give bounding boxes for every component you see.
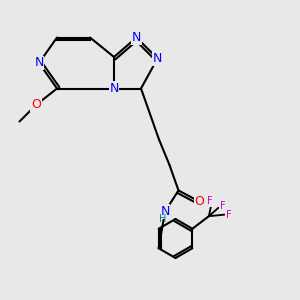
Text: N: N xyxy=(160,205,170,218)
Text: F: F xyxy=(226,210,231,220)
Text: N: N xyxy=(109,82,119,95)
Text: N: N xyxy=(153,52,162,65)
Text: N: N xyxy=(34,56,44,70)
Text: F: F xyxy=(220,201,225,211)
Text: F: F xyxy=(207,196,213,206)
Text: H: H xyxy=(159,214,166,224)
Text: O: O xyxy=(195,195,204,208)
Text: O: O xyxy=(31,98,41,112)
Text: N: N xyxy=(132,31,141,44)
